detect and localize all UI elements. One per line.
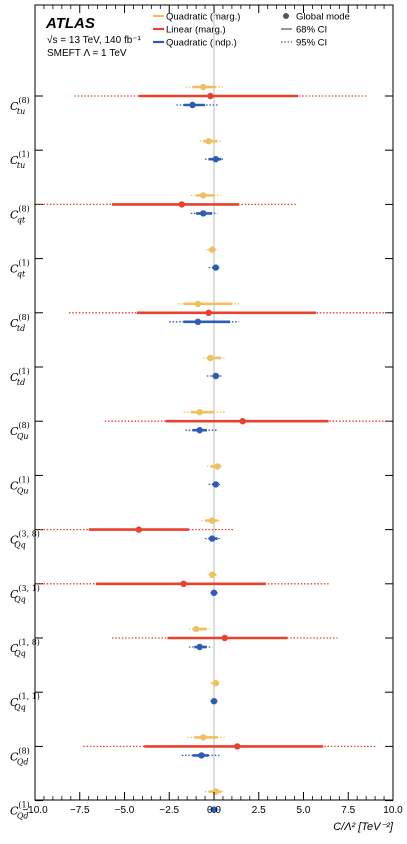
legend-item: 68% CI [296,25,327,36]
quadratic-marg-mode-point [194,300,202,307]
category-label: C(8) Qd [10,746,30,766]
category-label: C(8) Qu [10,421,30,441]
quadratic-marg-mode-point [192,625,200,633]
category-labels: C(8) tu C(1) tu C(8) qt C(1) qt C(8) td C(1) td C(8)… [10,96,40,821]
x-axis: −10.0 −7.5 −5.0 −2.5 0.0 2.5 5.0 7.5 10.0 [22,5,403,816]
quadratic-indp-mode-point [210,589,218,596]
category-label: C(1) Qd [10,801,30,821]
x-tick-label: 2.5 [252,805,266,816]
linear-marg-mode-point [135,526,143,533]
x-tick-label: −10.0 [22,805,48,816]
quadratic-indp-mode-point [210,806,218,813]
linear-marg-mode-point [234,743,241,750]
category-ticks [35,95,393,802]
quadratic-marg-mode-point [212,680,219,687]
legend-item: Linear (marg.) [166,25,226,36]
x-tick-label: 5.0 [297,805,311,816]
category-label: C(1) Qu [10,475,30,495]
category-label: C(8) td [10,313,30,333]
quadratic-marg-mode-point [207,354,214,362]
category-label: C(8) tu [10,96,30,116]
quadratic-marg-mode-point [214,463,221,470]
energy-label: √s = 13 TeV, 140 fb⁻¹ [47,34,142,46]
x-tick-label: 7.5 [341,805,355,816]
linear-marg-mode-point [178,201,185,208]
legend-item: 95% CI [296,38,327,49]
legend-item: Quadratic (indp.) [166,38,237,49]
legend-swatch [283,13,289,19]
legend: Quadratic (marg.) Linear (marg.) Quadratic… [153,12,350,49]
category-label: C(1) td [10,367,30,387]
category-label: C(3, 8) Qq [10,530,40,550]
category-label: C(1, 1) Qq [10,692,40,712]
quadratic-indp-mode-point [196,427,203,434]
legend-item: Quadratic (marg.) [166,12,240,23]
linear-marg-mode-point [221,634,228,642]
linear-marg-mode-point [180,580,187,587]
quadratic-indp-mode-point [200,210,207,217]
atlas-annotation: ATLAS √s = 13 TeV, 140 fb⁻¹ SMEFT Λ = 1 … [45,15,142,59]
quadratic-marg-mode-point [196,409,203,416]
category-label: C(3, 1) Qq [10,584,40,604]
quadratic-marg-mode-point [209,571,216,578]
model-label: SMEFT Λ = 1 TeV [47,48,127,59]
x-tick-label: 10.0 [383,805,403,816]
legend-item: Global mode [296,12,350,23]
quadratic-indp-mode-point [212,481,219,488]
quadratic-marg-mode-point [200,192,207,199]
quadratic-indp-mode-point [212,372,219,380]
quadratic-indp-mode-point [212,156,219,163]
quadratic-marg-mode-point [209,246,216,253]
quadratic-indp-mode-point [194,318,202,325]
x-tick-label: 0.0 [207,805,221,816]
quadratic-indp-mode-point [189,101,196,109]
quadratic-marg-mode-point [205,138,212,145]
category-label: C(1) qt [10,259,30,279]
quadratic-marg-mode-point [200,83,207,91]
x-tick-label: −5.0 [115,805,135,816]
x-axis-label: C/Λ² [TeV⁻²] [333,821,394,833]
atlas-label: ATLAS [45,15,95,32]
quadratic-indp-mode-point [196,643,203,651]
data-marks [36,83,392,813]
linear-marg-mode-point [239,418,246,425]
category-label: C(8) qt [10,204,30,224]
category-label: C(1, 8) Qq [10,638,40,658]
quadratic-indp-mode-point [198,752,205,759]
quadratic-marg-mode-point [209,517,216,524]
linear-marg-mode-point [205,309,212,316]
quadratic-indp-mode-point [210,698,218,705]
x-tick-label: −2.5 [159,805,179,816]
quadratic-indp-mode-point [209,535,216,542]
quadratic-indp-mode-point [212,264,219,271]
x-tick-label: −7.5 [70,805,90,816]
category-label: C(1) tu [10,150,30,170]
linear-marg-mode-point [207,92,214,100]
quadratic-marg-mode-point [200,734,207,741]
